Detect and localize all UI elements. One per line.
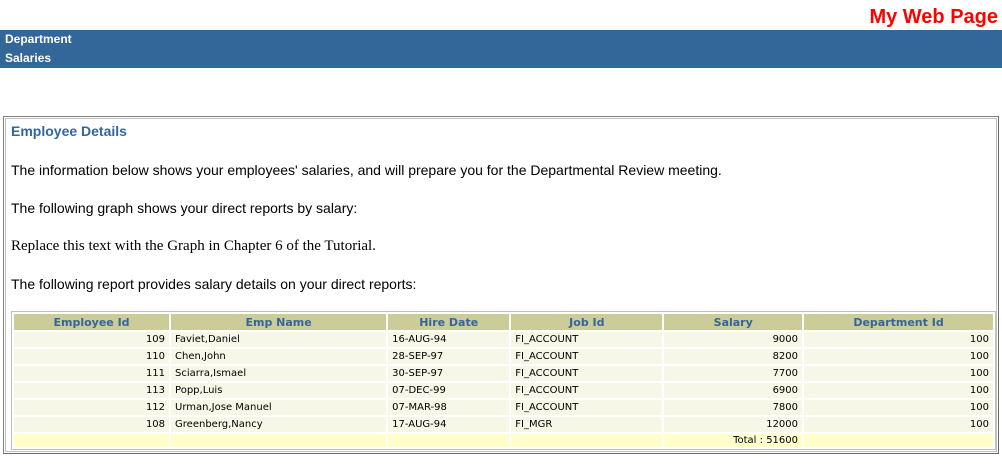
column-header-salary: Salary [664, 314, 803, 330]
table-cell: 07-MAR-98 [388, 400, 510, 415]
report-intro-paragraph: The following report provides salary det… [11, 276, 417, 292]
table-cell: 12000 [664, 417, 803, 432]
table-cell: 8200 [664, 349, 803, 364]
department-salaries-banner: Department Salaries [0, 30, 1002, 68]
salary-total-cell: Total : 51600 [664, 434, 803, 447]
table-row: 112 Urman,Jose Manuel 07-MAR-98 FI_ACCOUNT 7… [14, 400, 993, 415]
table-cell: 112 [14, 400, 170, 415]
table-cell: 100 [804, 349, 993, 364]
table-cell: FI_ACCOUNT [511, 383, 663, 398]
table-cell: 6900 [664, 383, 803, 398]
table-cell: 9000 [664, 332, 803, 347]
column-header-hire-date: Hire Date [388, 314, 510, 330]
table-cell: 7700 [664, 366, 803, 381]
column-header-department-id: Department Id [804, 314, 993, 330]
total-cell-empty [388, 434, 510, 447]
table-cell: Sciarra,Ismael [171, 366, 387, 381]
table-cell: FI_MGR [511, 417, 663, 432]
section-heading-employee-details: Employee Details [11, 123, 127, 139]
table-cell: 28-SEP-97 [388, 349, 510, 364]
table-cell: 100 [804, 366, 993, 381]
table-row: 108 Greenberg,Nancy 17-AUG-94 FI_MGR 12000 10… [14, 417, 993, 432]
table-cell: Popp,Luis [171, 383, 387, 398]
table-cell: FI_ACCOUNT [511, 400, 663, 415]
content-inner: Employee Details The information below s… [5, 118, 997, 452]
page: My Web Page Department Salaries Employee… [0, 6, 1002, 454]
banner-line2: Salaries [5, 51, 52, 65]
total-cell-empty [511, 434, 663, 447]
table-cell: 113 [14, 383, 170, 398]
column-header-emp-name: Emp Name [171, 314, 387, 330]
column-header-employee-id: Employee Id [14, 314, 170, 330]
graph-placeholder-text: Replace this text with the Graph in Chap… [11, 238, 376, 254]
table-cell: FI_ACCOUNT [511, 332, 663, 347]
total-cell-empty [804, 434, 993, 447]
table-row: 109 Faviet,Daniel 16-AUG-94 FI_ACCOUNT 9000 1… [14, 332, 993, 347]
table-cell: Greenberg,Nancy [171, 417, 387, 432]
table-cell: FI_ACCOUNT [511, 349, 663, 364]
table-row: 113 Popp,Luis 07-DEC-99 FI_ACCOUNT 6900 100 [14, 383, 993, 398]
table-cell: 30-SEP-97 [388, 366, 510, 381]
table-cell: FI_ACCOUNT [511, 366, 663, 381]
table-header-row: Employee Id Emp Name Hire Date Job Id Sa… [14, 314, 993, 330]
page-title: My Web Page [869, 6, 998, 28]
table-cell: 100 [804, 383, 993, 398]
salary-report-table: Employee Id Emp Name Hire Date Job Id Sa… [11, 311, 996, 450]
table-row: 110 Chen,John 28-SEP-97 FI_ACCOUNT 8200 100 [14, 349, 993, 364]
column-header-job-id: Job Id [511, 314, 663, 330]
table-cell: 100 [804, 332, 993, 347]
table-cell: 16-AUG-94 [388, 332, 510, 347]
table-cell: 109 [14, 332, 170, 347]
total-row: Total : 51600 [14, 434, 993, 447]
table-row: 111 Sciarra,Ismael 30-SEP-97 FI_ACCOUNT 7700… [14, 366, 993, 381]
content-box: Employee Details The information below s… [3, 116, 999, 454]
table-cell: 110 [14, 349, 170, 364]
table-cell: 7800 [664, 400, 803, 415]
total-cell-empty [171, 434, 387, 447]
graph-intro-paragraph: The following graph shows your direct re… [11, 200, 358, 216]
table-cell: 17-AUG-94 [388, 417, 510, 432]
banner-line1: Department [5, 32, 72, 46]
table-cell: 100 [804, 417, 993, 432]
table-body: 109 Faviet,Daniel 16-AUG-94 FI_ACCOUNT 9000 1… [14, 332, 993, 432]
table-cell: 100 [804, 400, 993, 415]
intro-paragraph: The information below shows your employe… [11, 162, 722, 178]
table-cell: Faviet,Daniel [171, 332, 387, 347]
table-cell: 07-DEC-99 [388, 383, 510, 398]
table-cell: 108 [14, 417, 170, 432]
table-cell: Urman,Jose Manuel [171, 400, 387, 415]
total-cell-empty [14, 434, 170, 447]
table-cell: Chen,John [171, 349, 387, 364]
table-cell: 111 [14, 366, 170, 381]
